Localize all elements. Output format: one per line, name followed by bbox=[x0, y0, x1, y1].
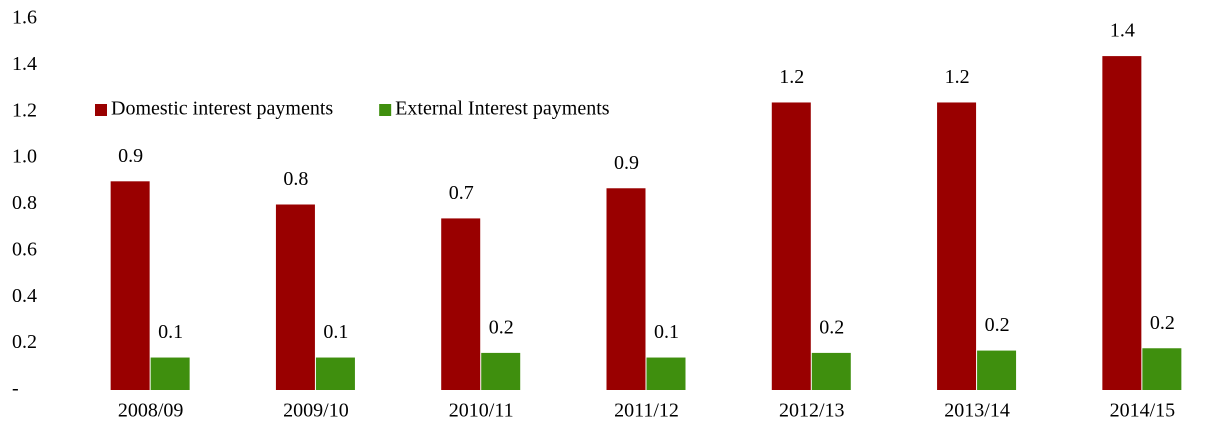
x-tick-label: 2009/10 bbox=[283, 400, 349, 422]
y-tick-label: 0.8 bbox=[12, 192, 37, 214]
value-label: 0.2 bbox=[1150, 312, 1175, 334]
x-tick-label: 2013/14 bbox=[944, 400, 1010, 422]
value-label: 0.1 bbox=[158, 321, 183, 343]
y-tick-label: 1.4 bbox=[12, 53, 37, 75]
x-tick-label: 2008/09 bbox=[118, 400, 184, 422]
y-tick-label: 0.2 bbox=[12, 331, 37, 353]
legend-swatch bbox=[95, 104, 107, 116]
value-label: 0.7 bbox=[449, 182, 474, 204]
bar bbox=[315, 357, 355, 390]
y-tick-label: - bbox=[12, 378, 19, 400]
legend-swatch bbox=[379, 104, 392, 116]
bar bbox=[150, 357, 190, 390]
bar bbox=[275, 204, 315, 390]
bar bbox=[937, 102, 977, 390]
value-label: 0.2 bbox=[819, 316, 844, 338]
x-tick-label: 2011/12 bbox=[614, 400, 679, 422]
bar bbox=[606, 188, 646, 390]
value-label: 0.9 bbox=[614, 152, 639, 174]
x-tick-label: 2014/15 bbox=[1110, 400, 1176, 422]
value-label: 0.9 bbox=[118, 145, 143, 167]
bar bbox=[646, 357, 686, 390]
bar bbox=[110, 181, 150, 390]
bar bbox=[1102, 56, 1142, 390]
value-label: 1.2 bbox=[779, 66, 804, 88]
y-tick-label: 1.2 bbox=[12, 99, 37, 121]
value-label: 0.1 bbox=[654, 321, 679, 343]
bar bbox=[481, 352, 521, 390]
y-tick-label: 0.6 bbox=[12, 238, 37, 260]
bar bbox=[441, 218, 481, 390]
value-label: 0.2 bbox=[985, 314, 1010, 336]
y-tick-label: 1.0 bbox=[12, 146, 37, 168]
bar bbox=[1142, 348, 1182, 390]
bar bbox=[771, 102, 811, 390]
bar bbox=[977, 350, 1017, 390]
value-label: 1.2 bbox=[945, 66, 970, 88]
legend-label: Domestic interest payments bbox=[111, 98, 333, 120]
bar bbox=[811, 352, 851, 390]
value-label: 0.2 bbox=[489, 316, 514, 338]
legend-label: External Interest payments bbox=[395, 98, 610, 120]
value-label: 0.8 bbox=[283, 168, 308, 190]
value-label: 1.4 bbox=[1110, 20, 1135, 42]
x-tick-label: 2012/13 bbox=[779, 400, 845, 422]
y-tick-label: 1.6 bbox=[12, 7, 37, 29]
y-tick-label: 0.4 bbox=[12, 285, 37, 307]
x-tick-label: 2010/11 bbox=[449, 400, 514, 422]
value-label: 0.1 bbox=[323, 321, 348, 343]
